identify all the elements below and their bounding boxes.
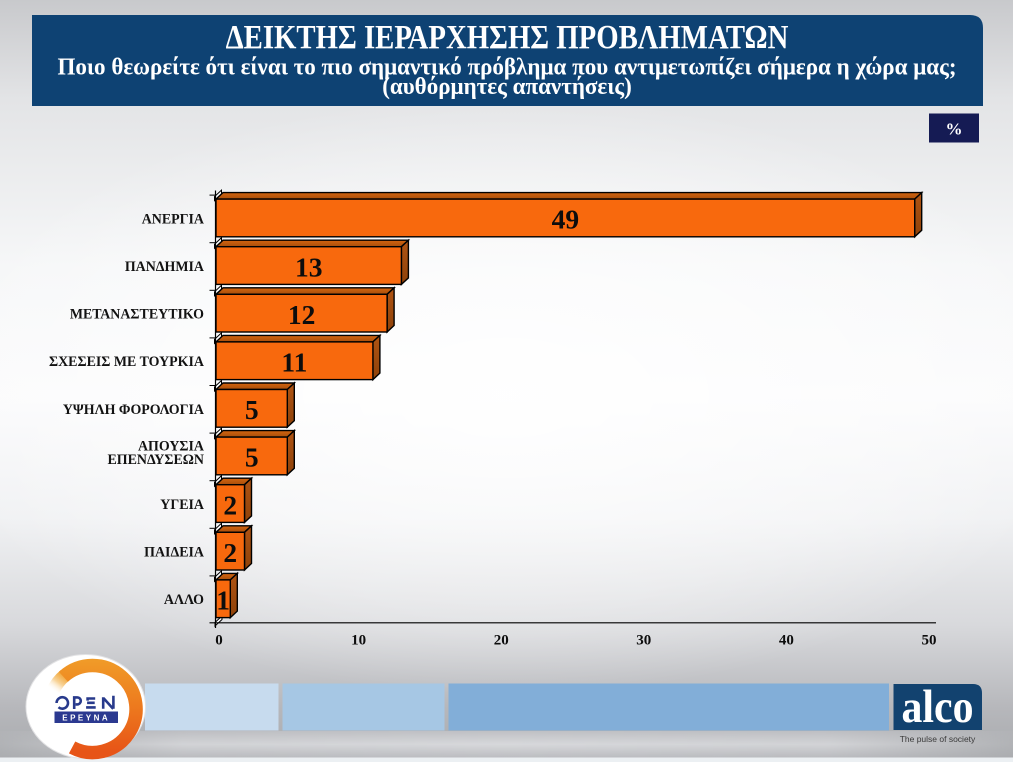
svg-text:ΕΠΕΝΔΥΣΕΩΝ: ΕΠΕΝΔΥΣΕΩΝ <box>107 452 204 469</box>
svg-text:ΣΧΕΣΕΙΣ ΜΕ ΤΟΥΡΚΙΑ: ΣΧΕΣΕΙΣ ΜΕ ΤΟΥΡΚΙΑ <box>49 354 205 371</box>
svg-text:2: 2 <box>223 489 237 520</box>
svg-text:5: 5 <box>245 394 259 425</box>
svg-text:30: 30 <box>636 633 651 649</box>
svg-text:12: 12 <box>288 299 316 330</box>
svg-text:2: 2 <box>223 537 237 568</box>
svg-text:%: % <box>946 120 963 139</box>
svg-text:The pulse of society: The pulse of society <box>900 734 976 744</box>
svg-text:ΜΕΤΑΝΑΣΤΕΥΤΙΚΟ: ΜΕΤΑΝΑΣΤΕΥΤΙΚΟ <box>70 306 204 323</box>
svg-text:20: 20 <box>494 633 509 649</box>
svg-text:ΕΡΕΥΝΑ: ΕΡΕΥΝΑ <box>62 714 110 723</box>
svg-text:1: 1 <box>216 585 230 616</box>
svg-text:5: 5 <box>245 442 259 473</box>
svg-text:49: 49 <box>552 204 580 235</box>
svg-text:13: 13 <box>295 251 323 282</box>
svg-text:(αυθόρμητες απαντήσεις): (αυθόρμητες απαντήσεις) <box>382 74 632 101</box>
svg-text:50: 50 <box>922 633 937 649</box>
svg-text:11: 11 <box>281 347 307 378</box>
svg-text:ΠΑΙΔΕΙΑ: ΠΑΙΔΕΙΑ <box>144 544 204 561</box>
svg-text:ΑΠΟΥΣΙΑ: ΑΠΟΥΣΙΑ <box>138 438 205 455</box>
svg-text:ΠΑΝΔΗΜΙΑ: ΠΑΝΔΗΜΙΑ <box>125 259 205 276</box>
svg-text:ΥΓΕΙΑ: ΥΓΕΙΑ <box>160 497 204 514</box>
svg-text:ΥΨΗΛΗ ΦΟΡΟΛΟΓΙΑ: ΥΨΗΛΗ ΦΟΡΟΛΟΓΙΑ <box>63 401 205 418</box>
svg-text:ΔΕΙΚΤΗΣ ΙΕΡΑΡΧΗΣΗΣ ΠΡΟΒΛΗΜΑΤΩΝ: ΔΕΙΚΤΗΣ ΙΕΡΑΡΧΗΣΗΣ ΠΡΟΒΛΗΜΑΤΩΝ <box>226 18 789 56</box>
svg-text:40: 40 <box>779 633 794 649</box>
svg-text:Ποιο θεωρείτε ότι είναι το πιο: Ποιο θεωρείτε ότι είναι το πιο σημαντικό… <box>57 54 956 81</box>
svg-text:10: 10 <box>351 633 366 649</box>
svg-text:ΑΛΛΟ: ΑΛΛΟ <box>164 592 204 609</box>
svg-text:0: 0 <box>215 633 223 649</box>
svg-text:alco: alco <box>901 680 973 733</box>
svg-text:ΑΝΕΡΓΙΑ: ΑΝΕΡΓΙΑ <box>142 211 205 228</box>
